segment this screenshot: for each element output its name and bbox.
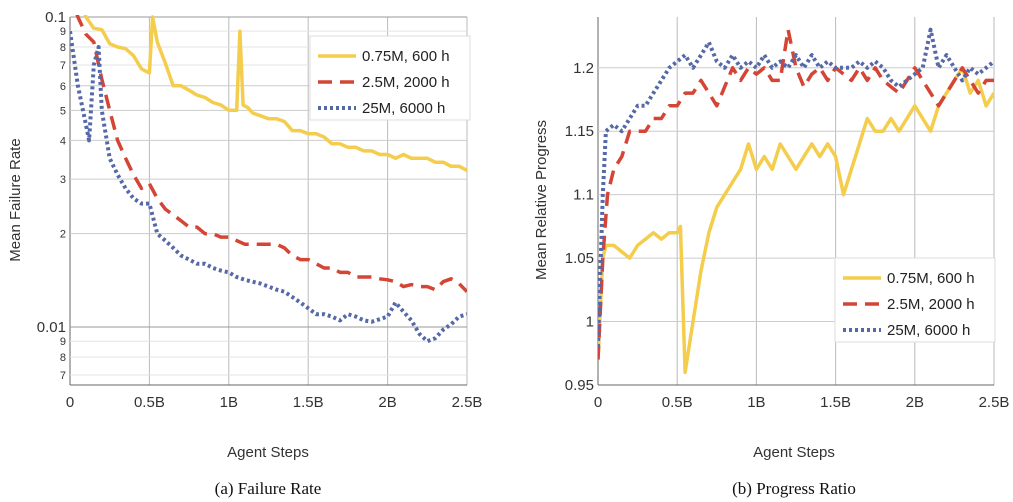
failure-rate-legend: 0.75M, 600 h 2.5M, 2000 h 25M, 6000 h xyxy=(309,35,471,121)
series-line-1 xyxy=(598,27,994,360)
x-tick-label: 2.5B xyxy=(452,394,483,411)
y-tick-label: 7 xyxy=(60,370,66,382)
progress-ratio-x-ticks: 0 0.5B 1B 1.5B 2B 2.5B xyxy=(594,394,1010,411)
y-tick-label: 3 xyxy=(60,174,66,186)
failure-rate-caption: (a) Failure Rate xyxy=(215,479,322,498)
x-tick-label: 0 xyxy=(594,394,602,411)
y-tick-label: 5 xyxy=(60,105,66,117)
x-tick-label: 2B xyxy=(906,394,924,411)
failure-rate-y-ticks: 7 8 9 7 8 9 2 3 4 5 6 0.01 0.1 xyxy=(37,9,66,382)
y-tick-label: 4 xyxy=(60,135,66,147)
legend-label-2: 25M, 6000 h xyxy=(887,322,970,339)
failure-rate-series xyxy=(70,15,467,344)
y-tick-label: 0.1 xyxy=(45,9,66,26)
progress-ratio-y-axis-title: Mean Relative Progress xyxy=(533,120,550,280)
series-line-2 xyxy=(598,27,994,347)
progress-ratio-series xyxy=(598,27,994,375)
y-tick-label: 1.2 xyxy=(573,60,594,77)
y-tick-label: 1.05 xyxy=(565,250,594,267)
failure-rate-x-axis-title: Agent Steps xyxy=(227,444,309,461)
series-line-1 xyxy=(75,15,467,293)
x-tick-label: 2.5B xyxy=(979,394,1010,411)
y-tick-label: 7 xyxy=(60,60,66,72)
progress-ratio-y-ticks: 0.95 1 1.05 1.1 1.15 1.2 xyxy=(565,60,594,394)
progress-ratio-x-axis-title: Agent Steps xyxy=(753,444,835,461)
progress-ratio-caption: (b) Progress Ratio xyxy=(732,479,856,498)
y-tick-label: 2 xyxy=(60,229,66,241)
series-line-0 xyxy=(83,15,467,172)
legend-label-2: 25M, 6000 h xyxy=(362,100,445,117)
y-tick-label: 1 xyxy=(586,314,594,331)
progress-ratio-legend: 0.75M, 600 h 2.5M, 2000 h 25M, 6000 h xyxy=(834,257,996,343)
x-tick-label: 2B xyxy=(378,394,396,411)
y-tick-label: 0.95 xyxy=(565,377,594,394)
progress-ratio-panel: 0.95 1 1.05 1.1 1.15 1.2 0 0.5B 1B 1.5B 2B 2.5B 0.… xyxy=(533,17,1009,498)
legend-label-1: 2.5M, 2000 h xyxy=(887,296,975,313)
series-line-0 xyxy=(598,66,994,375)
y-tick-label: 9 xyxy=(60,336,66,348)
series-line-2 xyxy=(70,30,467,344)
legend-label-1: 2.5M, 2000 h xyxy=(362,74,450,91)
x-tick-label: 1B xyxy=(747,394,765,411)
y-tick-label: 1.15 xyxy=(565,123,594,140)
failure-rate-x-ticks: 0 0.5B 1B 1.5B 2B 2.5B xyxy=(66,394,483,411)
x-tick-label: 1B xyxy=(220,394,238,411)
y-tick-label: 6 xyxy=(60,81,66,93)
failure-rate-y-axis-title: Mean Failure Rate xyxy=(7,138,24,261)
y-tick-label: 8 xyxy=(60,42,66,54)
legend-label-0: 0.75M, 600 h xyxy=(887,270,975,287)
x-tick-label: 0.5B xyxy=(134,394,165,411)
x-tick-label: 1.5B xyxy=(820,394,851,411)
x-tick-label: 0 xyxy=(66,394,74,411)
legend-label-0: 0.75M, 600 h xyxy=(362,48,450,65)
y-tick-label: 1.1 xyxy=(573,187,594,204)
x-tick-label: 1.5B xyxy=(293,394,324,411)
x-tick-label: 0.5B xyxy=(662,394,693,411)
failure-rate-panel: 7 8 9 7 8 9 2 3 4 5 6 0.01 0.1 0 0.5B 1B 1.5B 2B 2.5B 0.7… xyxy=(7,9,483,498)
y-tick-label: 8 xyxy=(60,352,66,364)
y-tick-label: 9 xyxy=(60,26,66,38)
y-tick-label: 0.01 xyxy=(37,319,66,336)
